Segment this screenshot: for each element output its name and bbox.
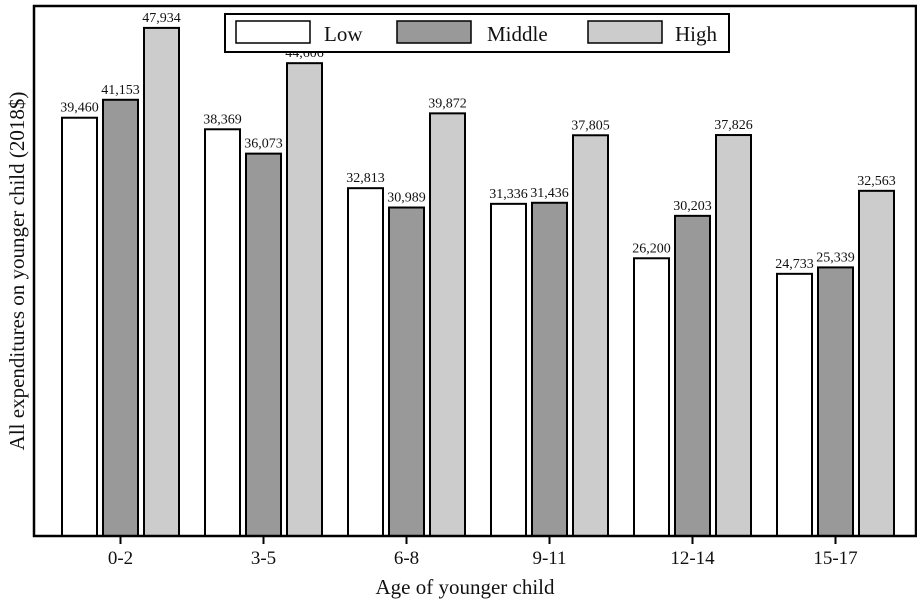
bar-middle-15-17 xyxy=(818,267,853,536)
x-tick-label-6-8: 6-8 xyxy=(394,548,419,569)
value-label-middle-15-17: 25,339 xyxy=(816,250,855,265)
bar-middle-9-11 xyxy=(532,203,567,536)
x-tick-label-12-14: 12-14 xyxy=(670,548,715,569)
value-label-high-15-17: 32,563 xyxy=(857,174,896,189)
x-tick-label-3-5: 3-5 xyxy=(251,548,276,569)
bar-low-6-8 xyxy=(348,188,383,536)
x-tick-label-0-2: 0-2 xyxy=(108,548,133,569)
value-label-middle-12-14: 30,203 xyxy=(673,199,712,214)
value-label-low-9-11: 31,336 xyxy=(489,187,528,202)
value-label-low-0-2: 39,460 xyxy=(60,101,99,116)
legend-swatch-high xyxy=(588,21,662,43)
bar-middle-0-2 xyxy=(103,100,138,536)
bar-high-12-14 xyxy=(716,135,751,536)
value-label-high-9-11: 37,805 xyxy=(571,118,610,133)
bar-high-15-17 xyxy=(859,191,894,536)
legend-swatch-low xyxy=(236,21,310,43)
bar-low-9-11 xyxy=(491,204,526,536)
legend-label-high: High xyxy=(675,22,718,46)
x-tick-label-15-17: 15-17 xyxy=(813,548,857,569)
x-ticks-layer: 0-2 3-5 6-8 9-11 12-14 15-17 xyxy=(108,536,858,569)
value-label-low-15-17: 24,733 xyxy=(775,257,814,272)
value-label-high-6-8: 39,872 xyxy=(428,96,467,111)
bar-high-3-5 xyxy=(287,63,322,536)
legend-swatch-middle xyxy=(397,21,471,43)
legend-label-low: Low xyxy=(324,22,363,46)
bar-high-0-2 xyxy=(144,28,179,536)
bar-high-9-11 xyxy=(573,135,608,536)
bars-layer xyxy=(62,28,894,536)
value-label-low-12-14: 26,200 xyxy=(632,241,671,256)
value-label-low-6-8: 32,813 xyxy=(346,171,385,186)
legend-label-middle: Middle xyxy=(487,22,548,46)
x-tick-label-9-11: 9-11 xyxy=(532,548,566,569)
bar-low-3-5 xyxy=(205,129,240,536)
legend: Low Middle High xyxy=(225,14,729,52)
x-axis-label: Age of younger child xyxy=(375,575,555,599)
y-axis-label: All expenditures on younger child (2018$… xyxy=(5,92,29,451)
value-label-middle-0-2: 41,153 xyxy=(101,83,140,98)
value-label-low-3-5: 38,369 xyxy=(203,112,242,127)
bar-low-15-17 xyxy=(777,274,812,536)
value-label-high-12-14: 37,826 xyxy=(714,118,753,133)
bar-middle-6-8 xyxy=(389,208,424,536)
value-label-middle-9-11: 31,436 xyxy=(530,186,569,201)
value-label-high-0-2: 47,934 xyxy=(142,11,181,26)
bar-middle-12-14 xyxy=(675,216,710,536)
bar-low-12-14 xyxy=(634,258,669,536)
value-label-middle-6-8: 30,989 xyxy=(387,191,426,206)
bar-high-6-8 xyxy=(430,113,465,536)
bar-middle-3-5 xyxy=(246,154,281,536)
value-label-middle-3-5: 36,073 xyxy=(244,137,283,152)
bar-low-0-2 xyxy=(62,118,97,536)
